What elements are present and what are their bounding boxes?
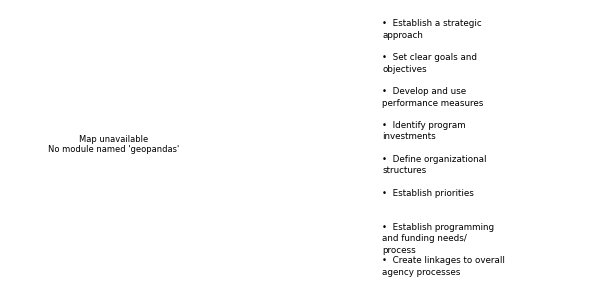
Text: Map unavailable
No module named 'geopandas': Map unavailable No module named 'geopand… [48, 135, 179, 154]
Text: •  Establish programming
and funding needs/
process: • Establish programming and funding need… [383, 223, 494, 254]
Text: •  Set clear goals and
objectives: • Set clear goals and objectives [383, 53, 478, 74]
Text: •  Establish priorities: • Establish priorities [383, 189, 475, 198]
Text: •  Establish a strategic
approach: • Establish a strategic approach [383, 19, 482, 40]
Text: •  Define organizational
structures: • Define organizational structures [383, 155, 487, 175]
Text: •  Create linkages to overall
agency processes: • Create linkages to overall agency proc… [383, 257, 505, 277]
Text: •  Identify program
investments: • Identify program investments [383, 121, 466, 141]
Text: •  Develop and use
performance measures: • Develop and use performance measures [383, 87, 484, 107]
